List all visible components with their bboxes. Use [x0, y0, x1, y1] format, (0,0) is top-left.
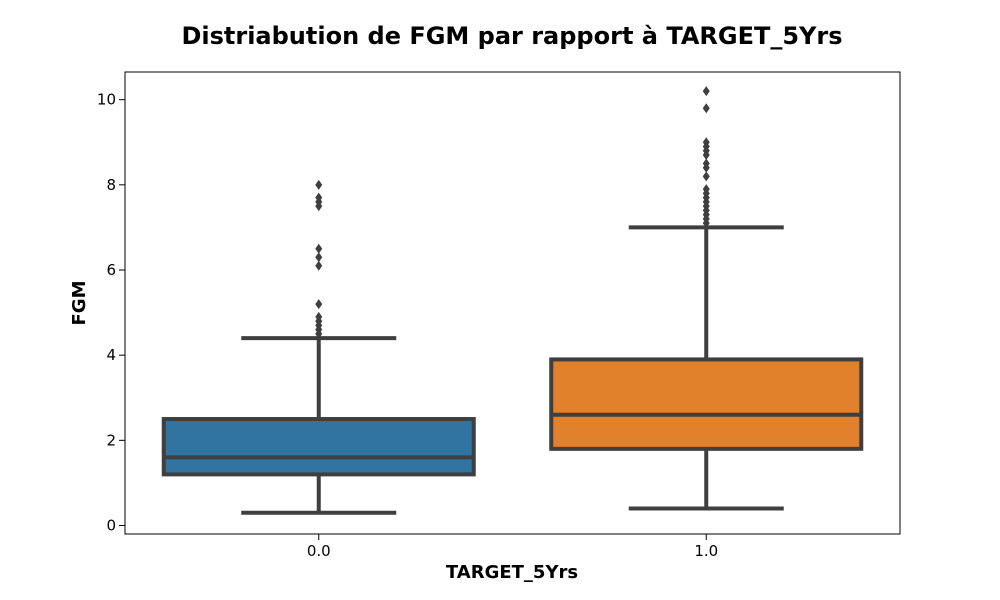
chart-title: Distriabution de FGM par rapport à TARGE…	[181, 22, 842, 50]
outlier-point	[702, 184, 710, 195]
plot-area: 0 2 4 6 8 10 0.0 1.0	[97, 86, 864, 560]
outlier-point	[315, 260, 323, 271]
outlier-point	[315, 311, 323, 322]
outlier-point	[315, 179, 323, 190]
box-iqr	[161, 417, 476, 477]
outlier-point	[315, 243, 323, 254]
outlier-point	[315, 192, 323, 203]
y-tick-label: 10	[97, 91, 116, 109]
y-tick-label: 0	[106, 516, 116, 534]
outlier-point	[702, 103, 710, 114]
outlier-point	[702, 171, 710, 182]
y-tick-label: 2	[106, 431, 116, 449]
y-axis-label: FGM	[69, 281, 90, 326]
outlier-point	[702, 158, 710, 169]
y-tick-label: 4	[106, 346, 116, 364]
x-tick-label: 0.0	[307, 542, 331, 560]
box-iqr	[549, 357, 864, 451]
outlier-point	[702, 86, 710, 97]
x-tick-label: 1.0	[694, 542, 718, 560]
outlier-point	[702, 137, 710, 148]
y-tick-label: 8	[106, 176, 116, 194]
y-tick-label: 6	[106, 261, 116, 279]
outlier-point	[315, 252, 323, 263]
x-axis-label: TARGET_5Yrs	[446, 562, 578, 583]
outlier-point	[315, 299, 323, 310]
plot-frame	[124, 71, 901, 535]
